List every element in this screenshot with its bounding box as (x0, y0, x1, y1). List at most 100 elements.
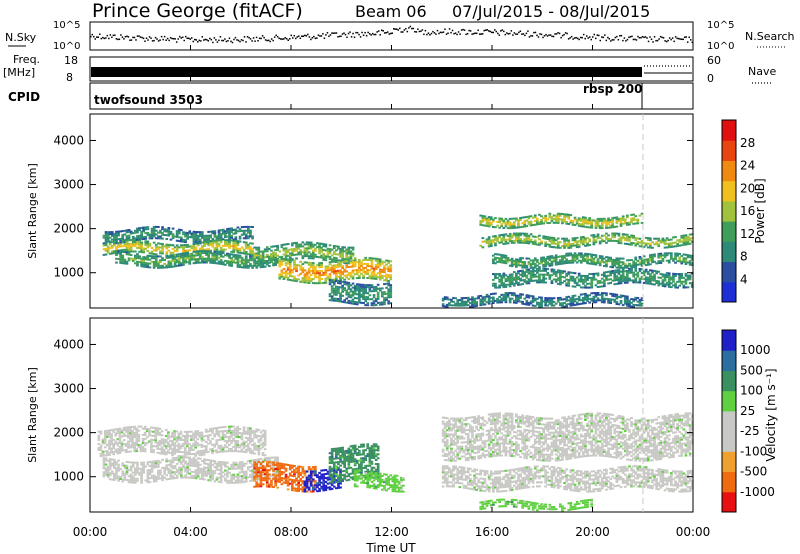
heatmap-cell (276, 257, 279, 260)
heatmap-cell (605, 226, 608, 229)
heatmap-cell (487, 239, 491, 242)
heatmap-cell (642, 245, 646, 248)
heatmap-cell (135, 448, 139, 451)
heatmap-cell (284, 253, 288, 256)
nsky-point (343, 32, 345, 34)
heatmap-cell (378, 289, 382, 292)
heatmap-cell (349, 294, 353, 297)
heatmap-cell (519, 238, 522, 240)
heatmap-cell (106, 459, 110, 462)
heatmap-cell (527, 268, 531, 271)
heatmap-cell (190, 449, 193, 451)
heatmap-cell (617, 263, 621, 265)
heatmap-cell (366, 298, 370, 301)
heatmap-cell (343, 281, 346, 284)
heatmap-cell (355, 293, 359, 296)
heatmap-cell (630, 264, 633, 267)
heatmap-cell (162, 438, 166, 441)
heatmap-cell (182, 263, 185, 266)
heatmap-cell (663, 239, 667, 242)
heatmap-cell (215, 262, 219, 265)
heatmap-cell (571, 275, 575, 278)
heatmap-cell (108, 247, 112, 250)
heatmap-cell (144, 258, 148, 261)
heatmap-cell (659, 261, 663, 264)
heatmap-cell (112, 430, 115, 433)
heatmap-cell (349, 296, 353, 299)
heatmap-cell (598, 262, 602, 265)
heatmap-cell (579, 240, 583, 242)
heatmap-cell (136, 235, 139, 238)
heatmap-cell (121, 233, 125, 236)
heatmap-cell (349, 273, 353, 276)
heatmap-cell (540, 240, 543, 243)
heatmap-cell (366, 302, 370, 305)
heatmap-cell (106, 450, 109, 453)
heatmap-cell (573, 237, 577, 240)
heatmap-cell (318, 282, 321, 285)
heatmap-cell (209, 240, 212, 243)
heatmap-cell (619, 280, 623, 283)
heatmap-cell (161, 248, 164, 251)
heatmap-cell (140, 265, 143, 268)
heatmap-cell (626, 275, 629, 278)
heatmap-cell (579, 223, 583, 226)
heatmap-cell (617, 217, 621, 220)
nsky-point (447, 32, 449, 34)
heatmap-cell (272, 256, 275, 259)
heatmap-cell (257, 246, 261, 249)
heatmap-cell (127, 434, 130, 437)
heatmap-cell (506, 227, 510, 230)
heatmap-cell (121, 239, 125, 242)
nsky-point (432, 30, 434, 33)
heatmap-cell (508, 297, 512, 300)
heatmap-cell (563, 305, 566, 308)
heatmap-cell (617, 280, 621, 283)
heatmap-cell (257, 435, 261, 437)
heatmap-cell (299, 260, 303, 263)
heatmap-cell (180, 264, 183, 267)
heatmap-cell (630, 234, 633, 237)
heatmap-cell (152, 449, 155, 452)
heatmap-cell (569, 271, 573, 274)
heatmap-cell (506, 242, 510, 245)
heatmap-cell (554, 254, 558, 257)
heatmap-cell (686, 239, 690, 242)
heatmap-cell (605, 275, 608, 278)
heatmap-cell (571, 223, 575, 226)
heatmap-cell (383, 261, 386, 264)
heatmap-cell (351, 254, 355, 257)
heatmap-cell (554, 214, 558, 217)
heatmap-cell (163, 259, 166, 261)
heatmap-cell (182, 252, 185, 255)
heatmap-cell (502, 233, 506, 236)
nsky-point (426, 33, 428, 36)
heatmap-cell (268, 265, 271, 267)
nsky-point (400, 31, 403, 33)
heatmap-cell (152, 229, 156, 232)
nsky-point (346, 36, 348, 39)
heatmap-cell (106, 245, 110, 248)
heatmap-cell (680, 282, 684, 285)
heatmap-cell (255, 446, 259, 449)
heatmap-cell (152, 235, 156, 238)
nsky-point (347, 32, 350, 35)
heatmap-cell (582, 243, 585, 246)
heatmap-cell (498, 261, 501, 264)
nsky-point (365, 34, 368, 37)
heatmap-cell (305, 241, 309, 244)
heatmap-cell (600, 293, 604, 296)
heatmap-cell (559, 255, 562, 258)
heatmap-cell (609, 226, 612, 229)
heatmap-cell (655, 262, 658, 265)
heatmap-cell (605, 225, 608, 227)
heatmap-cell (238, 240, 242, 243)
heatmap-cell (337, 269, 340, 272)
heatmap-cell (623, 237, 627, 240)
heatmap-cell (523, 220, 527, 222)
heatmap-cell (118, 452, 122, 454)
heatmap-cell (640, 263, 644, 265)
heatmap-cell (131, 235, 135, 238)
heatmap-cell (554, 271, 558, 273)
heatmap-cell (242, 248, 246, 251)
